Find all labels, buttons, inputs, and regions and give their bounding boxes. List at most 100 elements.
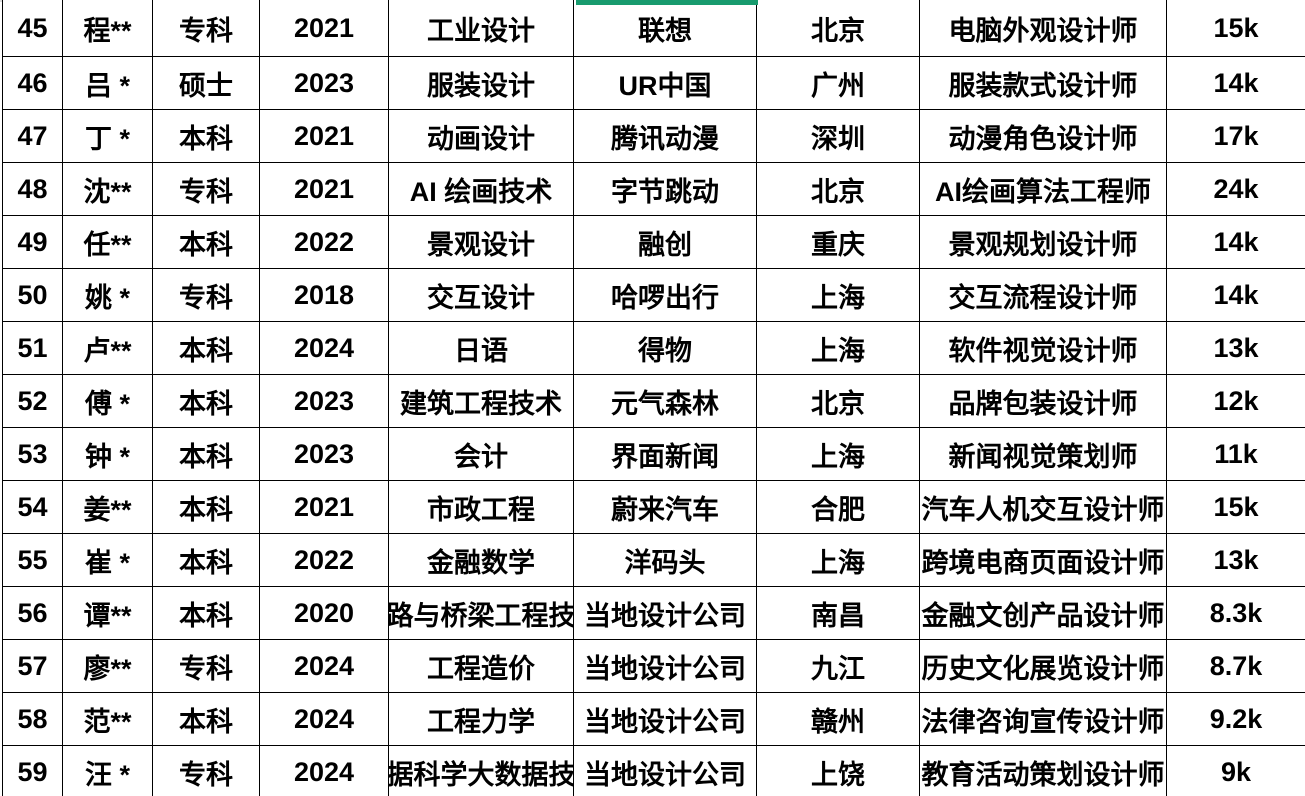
cell-employer[interactable]: UR中国 [574,57,757,110]
cell-city[interactable]: 上海 [757,322,920,375]
cell-employer[interactable]: 蔚来汽车 [574,481,757,534]
cell-index[interactable]: 58 [2,693,63,746]
cell-city[interactable]: 赣州 [757,693,920,746]
cell-index[interactable]: 45 [2,0,63,57]
cell-year[interactable]: 2021 [260,481,389,534]
cell-education[interactable]: 本科 [153,110,260,163]
cell-job_title[interactable]: 新闻视觉策划师 [920,428,1167,481]
cell-job_title[interactable]: AI绘画算法工程师 [920,163,1167,216]
cell-name[interactable]: 卢** [63,322,153,375]
cell-city[interactable]: 重庆 [757,216,920,269]
cell-employer[interactable]: 哈啰出行 [574,269,757,322]
cell-index[interactable]: 49 [2,216,63,269]
cell-major[interactable]: 工程造价 [389,640,574,693]
cell-major[interactable]: 景观设计 [389,216,574,269]
cell-name[interactable]: 程** [63,0,153,57]
cell-name[interactable]: 钟 * [63,428,153,481]
cell-name[interactable]: 崔 * [63,534,153,587]
cell-education[interactable]: 本科 [153,322,260,375]
cell-city[interactable]: 上海 [757,534,920,587]
cell-city[interactable]: 北京 [757,163,920,216]
cell-year[interactable]: 2024 [260,640,389,693]
cell-year[interactable]: 2024 [260,693,389,746]
cell-major[interactable]: 交互设计 [389,269,574,322]
cell-name[interactable]: 范** [63,693,153,746]
cell-name[interactable]: 任** [63,216,153,269]
cell-city[interactable]: 上海 [757,428,920,481]
cell-job_title[interactable]: 服装款式设计师 [920,57,1167,110]
cell-year[interactable]: 2021 [260,0,389,57]
cell-city[interactable]: 北京 [757,0,920,57]
cell-index[interactable]: 56 [2,587,63,640]
cell-salary[interactable]: 14k [1167,216,1305,269]
cell-job_title[interactable]: 法律咨询宣传设计师 [920,693,1167,746]
cell-year[interactable]: 2018 [260,269,389,322]
cell-name[interactable]: 姜** [63,481,153,534]
cell-name[interactable]: 姚 * [63,269,153,322]
cell-employer[interactable]: 字节跳动 [574,163,757,216]
cell-employer[interactable]: 当地设计公司 [574,640,757,693]
cell-education[interactable]: 硕士 [153,57,260,110]
cell-salary[interactable]: 9k [1167,746,1305,796]
cell-city[interactable]: 上饶 [757,746,920,796]
cell-salary[interactable]: 15k [1167,481,1305,534]
cell-employer[interactable]: 当地设计公司 [574,587,757,640]
cell-employer[interactable]: 界面新闻 [574,428,757,481]
cell-education[interactable]: 本科 [153,216,260,269]
cell-employer[interactable]: 洋码头 [574,534,757,587]
cell-employer[interactable]: 腾讯动漫 [574,110,757,163]
cell-year[interactable]: 2024 [260,322,389,375]
cell-city[interactable]: 合肥 [757,481,920,534]
cell-city[interactable]: 广州 [757,57,920,110]
cell-city[interactable]: 九江 [757,640,920,693]
cell-year[interactable]: 2021 [260,163,389,216]
cell-index[interactable]: 50 [2,269,63,322]
cell-name[interactable]: 傅 * [63,375,153,428]
cell-education[interactable]: 本科 [153,428,260,481]
cell-job_title[interactable]: 软件视觉设计师 [920,322,1167,375]
cell-job_title[interactable]: 电脑外观设计师 [920,0,1167,57]
cell-major[interactable]: 路与桥梁工程技 [389,587,574,640]
cell-job_title[interactable]: 品牌包装设计师 [920,375,1167,428]
cell-year[interactable]: 2022 [260,534,389,587]
cell-major[interactable]: 会计 [389,428,574,481]
cell-job_title[interactable]: 景观规划设计师 [920,216,1167,269]
cell-major[interactable]: AI 绘画技术 [389,163,574,216]
cell-employer[interactable]: 当地设计公司 [574,746,757,796]
cell-education[interactable]: 本科 [153,481,260,534]
cell-job_title[interactable]: 教育活动策划设计师 [920,746,1167,796]
cell-salary[interactable]: 13k [1167,534,1305,587]
cell-education[interactable]: 本科 [153,587,260,640]
cell-employer[interactable]: 融创 [574,216,757,269]
cell-major[interactable]: 建筑工程技术 [389,375,574,428]
cell-year[interactable]: 2023 [260,428,389,481]
cell-name[interactable]: 谭** [63,587,153,640]
cell-salary[interactable]: 12k [1167,375,1305,428]
cell-education[interactable]: 专科 [153,163,260,216]
cell-city[interactable]: 深圳 [757,110,920,163]
cell-major[interactable]: 服装设计 [389,57,574,110]
cell-year[interactable]: 2024 [260,746,389,796]
cell-major[interactable]: 日语 [389,322,574,375]
cell-salary[interactable]: 14k [1167,57,1305,110]
cell-job_title[interactable]: 汽车人机交互设计师 [920,481,1167,534]
cell-education[interactable]: 专科 [153,0,260,57]
cell-education[interactable]: 本科 [153,534,260,587]
cell-index[interactable]: 47 [2,110,63,163]
cell-job_title[interactable]: 动漫角色设计师 [920,110,1167,163]
cell-year[interactable]: 2023 [260,57,389,110]
cell-salary[interactable]: 9.2k [1167,693,1305,746]
cell-city[interactable]: 北京 [757,375,920,428]
cell-education[interactable]: 专科 [153,640,260,693]
cell-salary[interactable]: 13k [1167,322,1305,375]
cell-salary[interactable]: 15k [1167,0,1305,57]
cell-year[interactable]: 2023 [260,375,389,428]
cell-major[interactable]: 工业设计 [389,0,574,57]
cell-major[interactable]: 据科学大数据技 [389,746,574,796]
cell-education[interactable]: 专科 [153,746,260,796]
cell-city[interactable]: 南昌 [757,587,920,640]
cell-index[interactable]: 55 [2,534,63,587]
cell-year[interactable]: 2021 [260,110,389,163]
cell-major[interactable]: 动画设计 [389,110,574,163]
cell-index[interactable]: 52 [2,375,63,428]
